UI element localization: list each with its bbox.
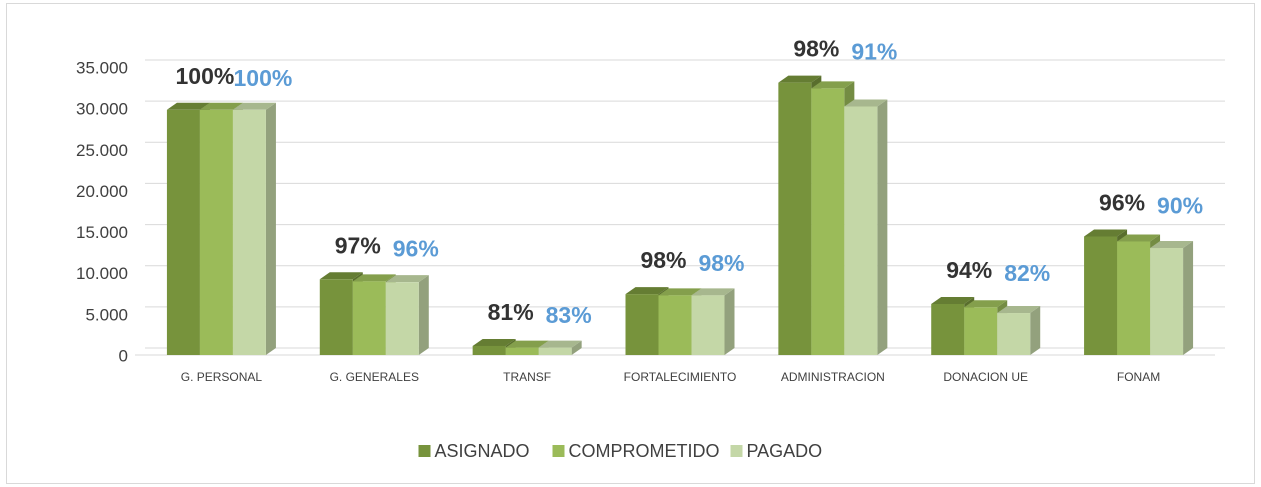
ratio-label: 94% [946,257,992,283]
bar-top [997,306,1041,314]
bar [691,288,735,355]
y-tick-label: 5.000 [85,305,128,324]
ratio-label: 82% [1004,260,1050,286]
bar-top [1084,229,1128,237]
bar-front [964,307,998,355]
bar-top [199,102,243,110]
bar-front [538,347,572,355]
bar-top [385,275,429,283]
ratio-label: 100% [176,63,235,89]
y-tick-label: 25.000 [76,141,128,160]
bar-front [232,109,266,355]
bar-front [166,109,200,355]
ratio-label: 98% [698,250,744,276]
bar-top [319,272,363,280]
ratio-label: 96% [393,235,439,261]
bar-front [658,295,692,355]
bar-front [319,279,353,355]
bar-side [418,275,429,355]
bar-side [1183,241,1194,355]
legend-label: PAGADO [747,441,823,461]
bar-top [625,287,669,295]
x-tick-label: ADMINISTRACION [781,370,885,384]
x-tick-label: FORTALECIMIENTO [624,370,737,384]
bar-front [385,282,419,355]
bar-front [844,106,878,355]
bar-front [472,345,506,355]
ratio-label: 98% [640,247,686,273]
bar-top [778,75,822,83]
bar-top [1117,234,1161,242]
legend-swatch [418,445,431,457]
bar-front [1084,236,1118,355]
bar-top [691,288,735,296]
bar-top [352,274,396,282]
bar-top [658,288,702,296]
bar-top [166,102,210,110]
bar-top [844,99,888,107]
ratio-label: 97% [335,232,381,258]
y-tick-label: 10.000 [76,264,128,283]
bar-front [1117,241,1151,355]
x-tick-label: G. GENERALES [330,370,419,384]
bar [997,306,1041,355]
ratio-label: 96% [1099,190,1145,216]
bar-top [1150,241,1194,249]
bar-front [778,82,812,356]
y-tick-label: 15.000 [76,223,128,242]
bar-front [1150,248,1184,355]
bar [538,340,582,355]
bar-front [931,303,965,355]
bar-front [691,295,725,355]
x-tick-label: G. PERSONAL [181,370,263,384]
ratio-label: 90% [1157,193,1203,219]
bar-front [505,347,539,355]
legend-label: COMPROMETIDO [569,441,720,461]
x-tick-label: DONACION UE [943,370,1028,384]
legend-swatch [552,445,565,457]
y-tick-label: 20.000 [76,182,128,201]
bar-top [505,340,549,348]
bar-top [964,300,1008,308]
ratio-label: 91% [851,39,897,65]
x-tick-label: TRANSF [503,370,551,384]
bar-side [571,340,582,355]
bar-top [472,338,516,346]
bar-top [931,296,975,304]
bar-front [352,281,386,355]
bar-side [265,102,276,355]
ratio-label: 100% [234,65,293,91]
y-tick-label: 35.000 [76,58,128,77]
legend-swatch [730,445,743,457]
bar-front [625,294,659,355]
bar [232,102,276,355]
bar-side [1030,306,1041,355]
bar-front [811,88,845,355]
bar-front [997,313,1031,355]
y-tick-label: 30.000 [76,100,128,119]
legend-label: ASIGNADO [435,441,530,461]
x-tick-label: FONAM [1117,370,1160,384]
bar-side [877,99,888,355]
bar [1150,241,1194,355]
ratio-label: 81% [488,299,534,325]
bar-front [199,109,233,355]
y-tick-label: 0 [119,346,128,365]
bar-top [538,340,582,348]
bar-top [811,81,855,89]
ratio-label: 98% [793,36,839,62]
bar [385,275,429,355]
bar-top [232,102,276,110]
bar [844,99,888,355]
bar-side [724,288,735,355]
ratio-label: 83% [546,302,592,328]
